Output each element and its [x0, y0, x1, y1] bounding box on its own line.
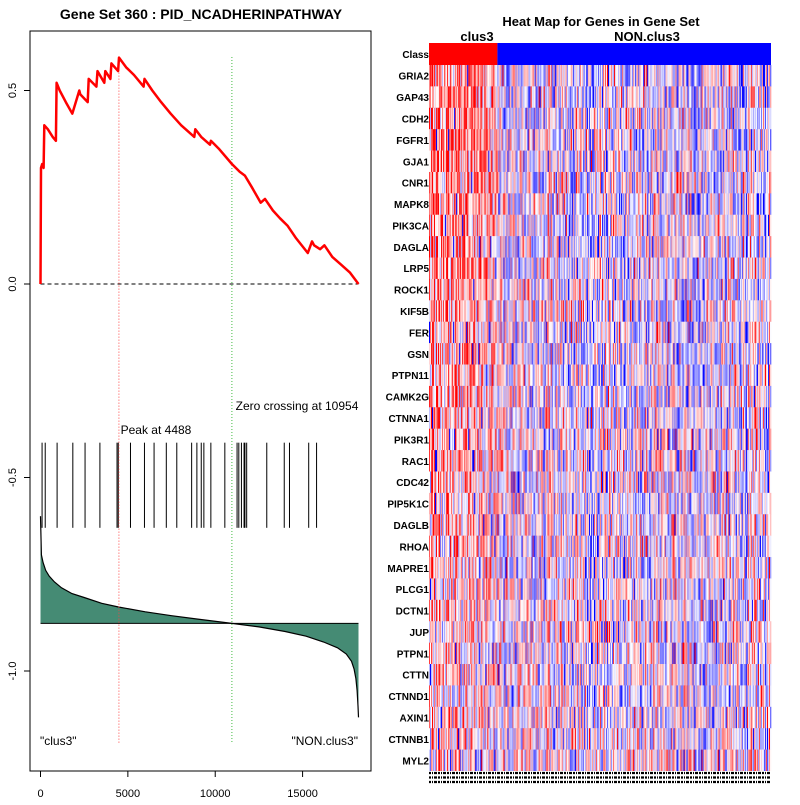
peak-annotation: Peak at 4488	[121, 423, 192, 437]
heatmap-row	[429, 172, 771, 194]
right-class-label: "NON.clus3"	[291, 734, 358, 748]
y-tick-label: 0.5	[7, 83, 19, 98]
heatmap-title: Heat Map for Genes in Gene Set	[502, 14, 700, 29]
heatmap-cells	[429, 65, 771, 771]
heatmap-row	[429, 365, 771, 387]
x-tick-label: 5000	[116, 788, 140, 800]
class-bar	[429, 43, 771, 65]
ranked-metric-area	[41, 516, 359, 717]
heatmap-row	[429, 86, 771, 108]
heatmap-cell	[770, 65, 771, 87]
heatmap-row	[429, 300, 771, 322]
heatmap-row	[429, 279, 771, 301]
heatmap-cell	[770, 279, 771, 301]
heatmap-cell	[770, 151, 771, 173]
y-tick-label: -1.0	[7, 662, 19, 681]
y-axis: 0.5 0.0 -0.5 -1.0	[7, 83, 30, 681]
zero-crossing-annotation: Zero crossing at 10954	[236, 399, 359, 413]
heatmap-panel: Heat Map for Genes in Gene Set clus3 NON…	[386, 14, 772, 787]
heatmap-row	[429, 322, 771, 344]
y-tick-label: 0.0	[7, 276, 19, 291]
heatmap-cell	[770, 108, 771, 130]
heatmap-cell	[770, 300, 771, 322]
x-tick-label: 15000	[287, 788, 318, 800]
group-label-non-clus3: NON.clus3	[614, 29, 680, 44]
heatmap-cell	[770, 258, 771, 280]
heatmap-cell	[770, 129, 771, 151]
enrichment-panel: Gene Set 360 : PID_NCADHERINPATHWAY 0 500…	[7, 6, 371, 800]
heatmap-cell	[770, 343, 771, 365]
enrichment-title: Gene Set 360 : PID_NCADHERINPATHWAY	[60, 6, 343, 22]
heatmap-row	[429, 65, 771, 87]
heatmap-cell	[770, 86, 771, 108]
heatmap-cell	[770, 193, 771, 215]
class-row-label: Class	[402, 50, 429, 61]
heatmap-row	[429, 236, 771, 258]
group-label-clus3: clus3	[460, 29, 493, 44]
x-axis: 0 5000 10000 15000	[37, 771, 317, 800]
heatmap-row	[429, 108, 771, 130]
heatmap-cell	[770, 322, 771, 344]
heatmap-row	[429, 343, 771, 365]
running-enrichment-score-line	[41, 58, 359, 284]
heatmap-row	[429, 193, 771, 215]
heatmap-row	[429, 151, 771, 173]
heatmap-cell	[770, 215, 771, 237]
y-tick-label: -0.5	[7, 468, 19, 487]
x-tick-label: 0	[37, 788, 43, 800]
heatmap-row	[429, 258, 771, 280]
class-bar-segment	[429, 43, 497, 65]
heatmap-cell	[770, 172, 771, 194]
heatmap-row	[429, 215, 771, 237]
x-tick-label: 10000	[200, 788, 231, 800]
heatmap-cell	[770, 236, 771, 258]
heatmap-row	[429, 129, 771, 151]
left-class-label: "clus3"	[40, 734, 77, 748]
class-bar-segment	[497, 43, 771, 65]
